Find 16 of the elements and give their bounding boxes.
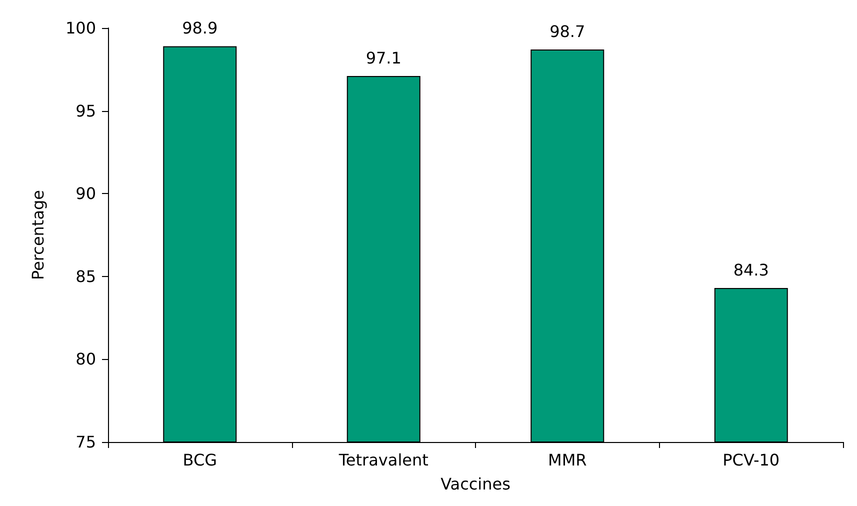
x-axis-title: Vaccines [440,474,510,494]
data-label: 98.7 [550,22,586,42]
y-tick-label: 100 [65,18,96,38]
data-label: 98.9 [182,18,218,38]
x-tick-label: Tetravalent [338,450,428,470]
data-label: 97.1 [366,48,402,68]
x-tick-label: PCV-10 [722,450,780,470]
y-tick-label: 90 [76,184,96,204]
y-tick-label: 75 [76,432,96,452]
y-axis-title: Percentage [28,190,48,280]
y-tick-label: 80 [76,350,96,369]
y-tick-label: 95 [76,101,96,120]
y-tick-label: 85 [76,266,96,286]
x-tick-label: BCG [182,450,218,470]
data-label: 84.3 [733,260,769,280]
x-tick-label: MMR [548,450,587,470]
